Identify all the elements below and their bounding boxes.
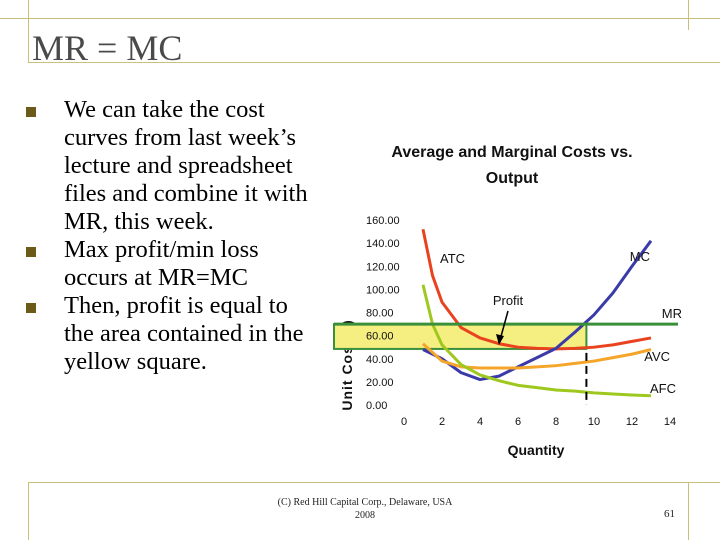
x-tick-label: 0 <box>401 416 407 428</box>
y-tick-label: 100.00 <box>366 284 400 296</box>
x-tick-label: 10 <box>588 416 600 428</box>
label-mr: MR <box>662 306 682 321</box>
label-mc: MC <box>630 249 650 264</box>
bullet-square-icon <box>26 303 36 313</box>
profit-arrow-head <box>496 334 504 345</box>
series-line-avc <box>421 342 652 370</box>
series-line-atc <box>421 228 652 351</box>
y-tick-label: 120.00 <box>366 261 400 273</box>
left-rule <box>28 0 29 62</box>
x-tick-label: 8 <box>553 416 559 428</box>
x-axis-label: Quantity <box>508 442 565 458</box>
y-tick-label: 60.00 <box>366 331 394 343</box>
plot-area: 0.00 20.00 40.00 60.00 80.00 100.00 120.00 140.… <box>333 215 682 428</box>
slide-title: MR = MC <box>32 28 183 68</box>
x-tick-label: 6 <box>515 416 521 428</box>
bullet-square-icon <box>26 247 36 257</box>
x-tick-label: 4 <box>477 416 483 428</box>
footer-copyright: (C) Red Hill Capital Corp., Delaware, US… <box>277 497 453 508</box>
bullet-item: We can take the cost curves from last we… <box>22 96 312 236</box>
bullet-square-icon <box>26 107 36 117</box>
bullet-text: Then, profit is equal to the area contai… <box>64 292 304 375</box>
x-tick-label: 14 <box>664 416 676 428</box>
title-rule <box>28 62 720 63</box>
series-line-afc <box>421 284 652 398</box>
series-line-mc <box>422 239 653 382</box>
x-tick-label: 12 <box>626 416 638 428</box>
label-profit: Profit <box>493 293 524 308</box>
bullet-item: Max profit/min loss occurs at MR=MC <box>22 236 312 292</box>
right-top-rule <box>688 0 689 30</box>
y-tick-label: 0.00 <box>366 400 387 412</box>
profit-arrow-shaft <box>499 310 509 341</box>
y-tick-label: 40.00 <box>366 354 394 366</box>
y-tick-label: 20.00 <box>366 377 394 389</box>
chart-title-line2: Output <box>486 170 539 187</box>
bullet-item: Then, profit is equal to the area contai… <box>22 292 312 376</box>
footer: (C) Red Hill Capital Corp., Delaware, US… <box>250 496 480 522</box>
footer-rule <box>28 482 720 483</box>
footer-left-rule <box>28 482 29 540</box>
label-afc: AFC <box>650 381 676 396</box>
x-tick-label: 2 <box>439 416 445 428</box>
bullet-list: We can take the cost curves from last we… <box>22 96 312 376</box>
bullet-text: We can take the cost curves from last we… <box>64 96 308 235</box>
page-number: 61 <box>664 508 675 520</box>
y-tick-label: 140.00 <box>366 238 400 250</box>
y-tick-label: 160.00 <box>366 215 400 227</box>
top-rule <box>0 18 720 19</box>
footer-right-rule <box>688 482 689 540</box>
label-avc: AVC <box>644 349 670 364</box>
chart-title-line1: Average and Marginal Costs vs. <box>391 144 632 161</box>
label-atc: ATC <box>440 251 465 266</box>
bullet-text: Max profit/min loss occurs at MR=MC <box>64 236 259 291</box>
cost-chart: Average and Marginal Costs vs. Output Un… <box>333 144 682 458</box>
y-tick-label: 80.00 <box>366 308 394 320</box>
footer-year: 2008 <box>355 510 375 521</box>
